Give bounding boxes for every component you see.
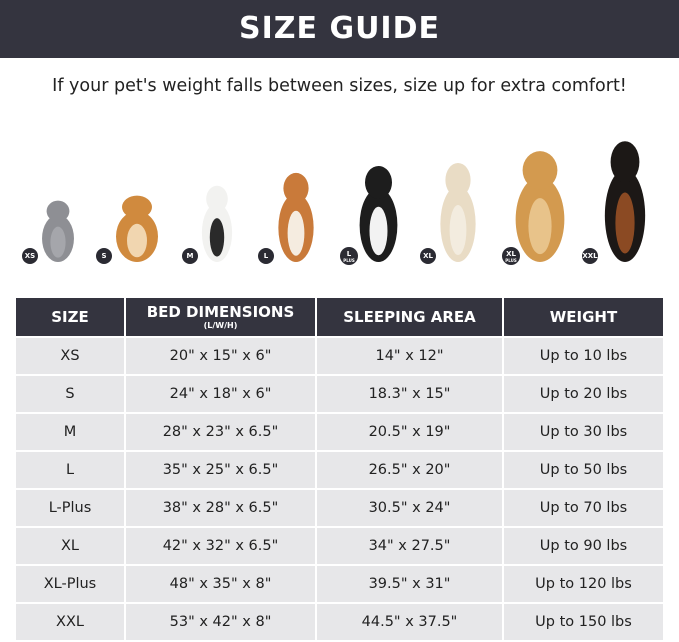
cell-bed-dimensions: 20" x 15" x 6" [124, 336, 317, 376]
cell-size: XL [14, 526, 126, 566]
cell-bed-dimensions: 24" x 18" x 6" [124, 374, 317, 414]
cell-bed-dimensions: 28" x 23" x 6.5" [124, 412, 317, 452]
pet-photo [515, 151, 565, 262]
badge-label: M [186, 252, 194, 260]
sizing-tip: If your pet's weight falls between sizes… [52, 76, 627, 96]
cell-bed-dimensions: 42" x 32" x 6.5" [124, 526, 317, 566]
table-row: S 24" x 18" x 6" 18.3" x 15" Up to 20 lbs [14, 374, 665, 414]
table-header-row: SIZE BED DIMENSIONS (L/W/H) SLEEPING AREA… [14, 298, 665, 338]
pet-photo [359, 165, 397, 262]
pet-photo [440, 163, 476, 262]
table-row: M 28" x 23" x 6.5" 20.5" x 19" Up to 30 lbs [14, 412, 665, 452]
size-badge: S [96, 248, 112, 264]
cell-weight: Up to 10 lbs [502, 336, 665, 376]
size-badge: XL [420, 248, 436, 264]
size-table: SIZE BED DIMENSIONS (L/W/H) SLEEPING AREA… [14, 298, 665, 642]
dimension-unit: (L/W/H) [203, 321, 238, 330]
size-badge: XS [22, 248, 38, 264]
cell-weight: Up to 90 lbs [502, 526, 665, 566]
cell-bed-dimensions: 38" x 28" x 6.5" [124, 488, 317, 528]
cell-weight: Up to 150 lbs [502, 602, 665, 642]
cell-bed-dimensions: 53" x 42" x 8" [124, 602, 317, 642]
size-badge: XXL [582, 248, 598, 264]
cell-sleeping-area: 44.5" x 37.5" [315, 602, 504, 642]
pet-photo [42, 200, 74, 262]
size-badge: L [258, 248, 274, 264]
cell-sleeping-area: 30.5" x 24" [315, 488, 504, 528]
badge-label: XL [423, 252, 433, 260]
header-size: SIZE [14, 298, 126, 338]
cell-bed-dimensions: 35" x 25" x 6.5" [124, 450, 317, 490]
cell-size: XS [14, 336, 126, 376]
cell-weight: Up to 120 lbs [502, 564, 665, 604]
badge-label: L [346, 249, 352, 258]
table-row: XL-Plus 48" x 35" x 8" 39.5" x 31" Up to 12… [14, 564, 665, 604]
cell-size: L [14, 450, 126, 490]
cell-sleeping-area: 39.5" x 31" [315, 564, 504, 604]
badge-label: S [101, 252, 107, 260]
table-row: L 35" x 25" x 6.5" 26.5" x 20" Up to 50 lbs [14, 450, 665, 490]
cell-weight: Up to 30 lbs [502, 412, 665, 452]
page-title: SIZE GUIDE [0, 0, 679, 58]
cell-sleeping-area: 14" x 12" [315, 336, 504, 376]
badge-label: L [263, 252, 269, 260]
table-row: XS 20" x 15" x 6" 14" x 12" Up to 10 lbs [14, 336, 665, 376]
table-row: L-Plus 38" x 28" x 6.5" 30.5" x 24" Up to 7… [14, 488, 665, 528]
cell-sleeping-area: 26.5" x 20" [315, 450, 504, 490]
pet-photo [201, 185, 233, 262]
size-badge: XL PLUS [502, 247, 520, 265]
size-badge: L PLUS [340, 247, 358, 265]
badge-label: XS [24, 252, 36, 260]
cell-weight: Up to 20 lbs [502, 374, 665, 414]
header-bed-dimensions: BED DIMENSIONS (L/W/H) [124, 298, 317, 338]
cell-sleeping-area: 20.5" x 19" [315, 412, 504, 452]
cell-sleeping-area: 34" x 27.5" [315, 526, 504, 566]
cell-size: XL-Plus [14, 564, 126, 604]
badge-sublabel: PLUS [343, 257, 355, 263]
size-badge: M [182, 248, 198, 264]
pet-photo [278, 172, 314, 262]
badge-label: XL [506, 249, 516, 258]
header-weight: WEIGHT [502, 298, 665, 338]
cell-bed-dimensions: 48" x 35" x 8" [124, 564, 317, 604]
cell-size: L-Plus [14, 488, 126, 528]
cell-weight: Up to 70 lbs [502, 488, 665, 528]
pet-photo [604, 141, 646, 262]
badge-label: XXL [582, 252, 598, 260]
table-row: XL 42" x 32" x 6.5" 34" x 27.5" Up to 90 lb… [14, 526, 665, 566]
cell-weight: Up to 50 lbs [502, 450, 665, 490]
header-sleeping-area: SLEEPING AREA [315, 298, 504, 338]
cell-size: S [14, 374, 126, 414]
cell-size: XXL [14, 602, 126, 642]
badge-sublabel: PLUS [505, 257, 517, 263]
header-bed-dimensions-label: BED DIMENSIONS [146, 303, 295, 321]
table-row: XXL 53" x 42" x 8" 44.5" x 37.5" Up to 150 … [14, 602, 665, 642]
cell-size: M [14, 412, 126, 452]
pet-photo [116, 195, 158, 262]
cell-sleeping-area: 18.3" x 15" [315, 374, 504, 414]
